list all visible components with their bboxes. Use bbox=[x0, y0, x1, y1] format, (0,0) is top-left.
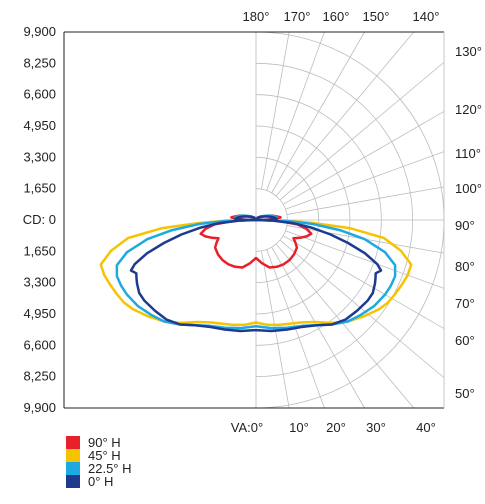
right-angle-label: 120° bbox=[455, 102, 482, 117]
y-tick-label: 6,600 bbox=[23, 87, 56, 102]
y-tick-label: 9,900 bbox=[23, 24, 56, 39]
right-angle-label: 70° bbox=[455, 296, 475, 311]
bottom-angle-label: VA:0° bbox=[231, 420, 263, 435]
grid-radial-line bbox=[286, 186, 445, 215]
grid-radial-line bbox=[275, 243, 415, 409]
top-angle-label: 150° bbox=[363, 9, 390, 24]
legend-label: 22.5° H bbox=[88, 461, 132, 476]
top-angle-label: 160° bbox=[323, 9, 350, 24]
right-angle-label: 130° bbox=[455, 44, 482, 59]
y-tick-label: 3,300 bbox=[23, 275, 56, 290]
right-angle-label: 60° bbox=[455, 333, 475, 348]
y-tick-label: 4,950 bbox=[23, 306, 56, 321]
legend-label: 90° H bbox=[88, 435, 121, 450]
right-angle-label: 50° bbox=[455, 386, 475, 401]
bottom-angle-label: 20° bbox=[326, 420, 346, 435]
y-tick-label: 9,900 bbox=[23, 400, 56, 415]
grid-radial-line bbox=[279, 239, 445, 379]
right-angle-label: 90° bbox=[455, 218, 475, 233]
grid-radial-line bbox=[282, 235, 445, 329]
legend-item-22-5h: 22.5° H bbox=[66, 462, 132, 475]
legend-label: 45° H bbox=[88, 448, 121, 463]
grid-radial-line bbox=[266, 31, 325, 191]
grid-radial-line bbox=[271, 31, 365, 194]
legend-label: 0° H bbox=[88, 474, 114, 489]
top-angle-label: 170° bbox=[284, 9, 311, 24]
grid-radial-line bbox=[275, 31, 415, 197]
y-tick-label: 8,250 bbox=[23, 55, 56, 70]
right-angle-label: 80° bbox=[455, 259, 475, 274]
top-angle-label: 140° bbox=[413, 9, 440, 24]
y-tick-label: 4,950 bbox=[23, 118, 56, 133]
grid-radial-line bbox=[285, 151, 445, 210]
series-group bbox=[99, 214, 413, 333]
y-tick-label: 1,650 bbox=[23, 243, 56, 258]
angle-tick-labels: VA:0° 10° 20° 30° 40° 180° 170° 160° 150° 140° 130… bbox=[231, 9, 482, 435]
bottom-angle-label: 30° bbox=[366, 420, 386, 435]
y-tick-label: 1,650 bbox=[23, 181, 56, 196]
series-line-3 bbox=[129, 215, 383, 333]
grid-radial-line bbox=[261, 31, 290, 190]
legend-swatch bbox=[66, 436, 80, 449]
grid-radial-line bbox=[285, 230, 445, 289]
grid-radial-line bbox=[271, 246, 365, 409]
axes bbox=[63, 31, 445, 409]
bottom-angle-label: 10° bbox=[289, 420, 309, 435]
y-tick-label: 6,600 bbox=[23, 337, 56, 352]
y-tick-labels: 9,900 8,250 6,600 4,950 3,300 1,650 CD: 0 1,650… bbox=[23, 24, 56, 415]
y-tick-label: 8,250 bbox=[23, 369, 56, 384]
legend-swatch bbox=[66, 462, 80, 475]
y-tick-label: 3,300 bbox=[23, 149, 56, 164]
legend-item-90h: 90° H bbox=[66, 436, 132, 449]
legend-item-45h: 45° H bbox=[66, 449, 132, 462]
legend-swatch bbox=[66, 449, 80, 462]
bottom-angle-label: 40° bbox=[416, 420, 436, 435]
y-tick-label: CD: 0 bbox=[23, 212, 56, 227]
legend-swatch bbox=[66, 475, 80, 488]
grid-radial-line bbox=[279, 61, 445, 201]
right-angle-label: 100° bbox=[455, 181, 482, 196]
legend-item-0h: 0° H bbox=[66, 475, 132, 488]
grid-radial-line bbox=[282, 111, 445, 205]
legend: 90° H 45° H 22.5° H 0° H bbox=[66, 436, 132, 488]
top-angle-label: 180° bbox=[243, 9, 270, 24]
right-angle-label: 110° bbox=[455, 146, 481, 161]
